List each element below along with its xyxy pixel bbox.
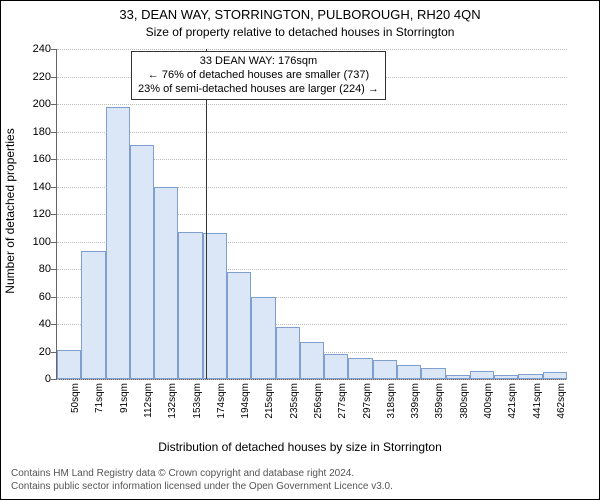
x-tick-label: 400sqm xyxy=(483,383,494,433)
histogram-bar xyxy=(446,375,470,379)
gridline xyxy=(57,132,567,133)
footer-attribution: Contains HM Land Registry data © Crown c… xyxy=(11,467,393,493)
histogram-bar xyxy=(348,358,372,379)
annotation-box: 33 DEAN WAY: 176sqm← 76% of detached hou… xyxy=(131,51,386,100)
y-tick-label: 20 xyxy=(21,346,51,358)
y-tick-label: 40 xyxy=(21,318,51,330)
footer-line-1: Contains HM Land Registry data © Crown c… xyxy=(11,467,393,480)
chart-title: 33, DEAN WAY, STORRINGTON, PULBOROUGH, R… xyxy=(1,7,599,22)
footer-line-2: Contains public sector information licen… xyxy=(11,480,393,493)
y-tick-label: 120 xyxy=(21,208,51,220)
y-tick-label: 160 xyxy=(21,153,51,165)
annotation-line: ← 76% of detached houses are smaller (73… xyxy=(138,69,379,83)
y-axis-label: Number of detached properties xyxy=(3,46,17,211)
x-tick-label: 462sqm xyxy=(556,383,567,433)
histogram-bar xyxy=(543,372,567,379)
gridline xyxy=(57,379,567,380)
y-tick-label: 140 xyxy=(21,181,51,193)
x-axis-label: Distribution of detached houses by size … xyxy=(1,440,599,454)
x-tick-label: 215sqm xyxy=(264,383,275,433)
histogram-bar xyxy=(57,350,81,379)
x-tick-label: 194sqm xyxy=(240,383,251,433)
x-tick-label: 380sqm xyxy=(459,383,470,433)
x-tick-label: 339sqm xyxy=(410,383,421,433)
histogram-bar xyxy=(494,375,518,379)
x-tick-label: 91sqm xyxy=(119,383,130,433)
chart-container: 33, DEAN WAY, STORRINGTON, PULBOROUGH, R… xyxy=(0,0,600,500)
y-tick-label: 0 xyxy=(21,373,51,385)
histogram-bar xyxy=(373,360,397,379)
histogram-bar xyxy=(154,187,178,380)
histogram-bar xyxy=(251,297,275,380)
x-tick-label: 318sqm xyxy=(386,383,397,433)
histogram-bar xyxy=(397,365,421,379)
gridline xyxy=(57,104,567,105)
x-tick-label: 50sqm xyxy=(70,383,81,433)
x-tick-label: 132sqm xyxy=(167,383,178,433)
y-tick-label: 240 xyxy=(21,43,51,55)
chart-subtitle: Size of property relative to detached ho… xyxy=(1,25,599,39)
gridline xyxy=(57,49,567,50)
y-tick-label: 180 xyxy=(21,126,51,138)
x-tick-label: 153sqm xyxy=(192,383,203,433)
x-tick-label: 71sqm xyxy=(94,383,105,433)
annotation-line: 23% of semi-detached houses are larger (… xyxy=(138,83,379,97)
histogram-bar xyxy=(324,354,348,379)
x-tick-label: 235sqm xyxy=(289,383,300,433)
histogram-bar xyxy=(300,342,324,379)
x-tick-label: 112sqm xyxy=(143,383,154,433)
histogram-bar xyxy=(518,374,542,380)
y-tick-label: 80 xyxy=(21,263,51,275)
x-tick-label: 256sqm xyxy=(313,383,324,433)
x-tick-label: 421sqm xyxy=(507,383,518,433)
x-tick-label: 277sqm xyxy=(337,383,348,433)
y-tick-label: 220 xyxy=(21,71,51,83)
y-tick-label: 100 xyxy=(21,236,51,248)
histogram-bar xyxy=(178,232,202,379)
x-tick-label: 359sqm xyxy=(434,383,445,433)
x-tick-label: 441sqm xyxy=(532,383,543,433)
histogram-bar xyxy=(227,272,251,379)
annotation-line: 33 DEAN WAY: 176sqm xyxy=(138,55,379,69)
y-tick-label: 60 xyxy=(21,291,51,303)
histogram-bar xyxy=(106,107,130,379)
histogram-bar xyxy=(130,145,154,379)
histogram-bar xyxy=(276,327,300,379)
x-tick-label: 297sqm xyxy=(362,383,373,433)
y-tick-label: 200 xyxy=(21,98,51,110)
x-tick-label: 174sqm xyxy=(216,383,227,433)
histogram-bar xyxy=(421,368,445,379)
histogram-bar xyxy=(470,371,494,379)
histogram-bar xyxy=(81,251,105,379)
